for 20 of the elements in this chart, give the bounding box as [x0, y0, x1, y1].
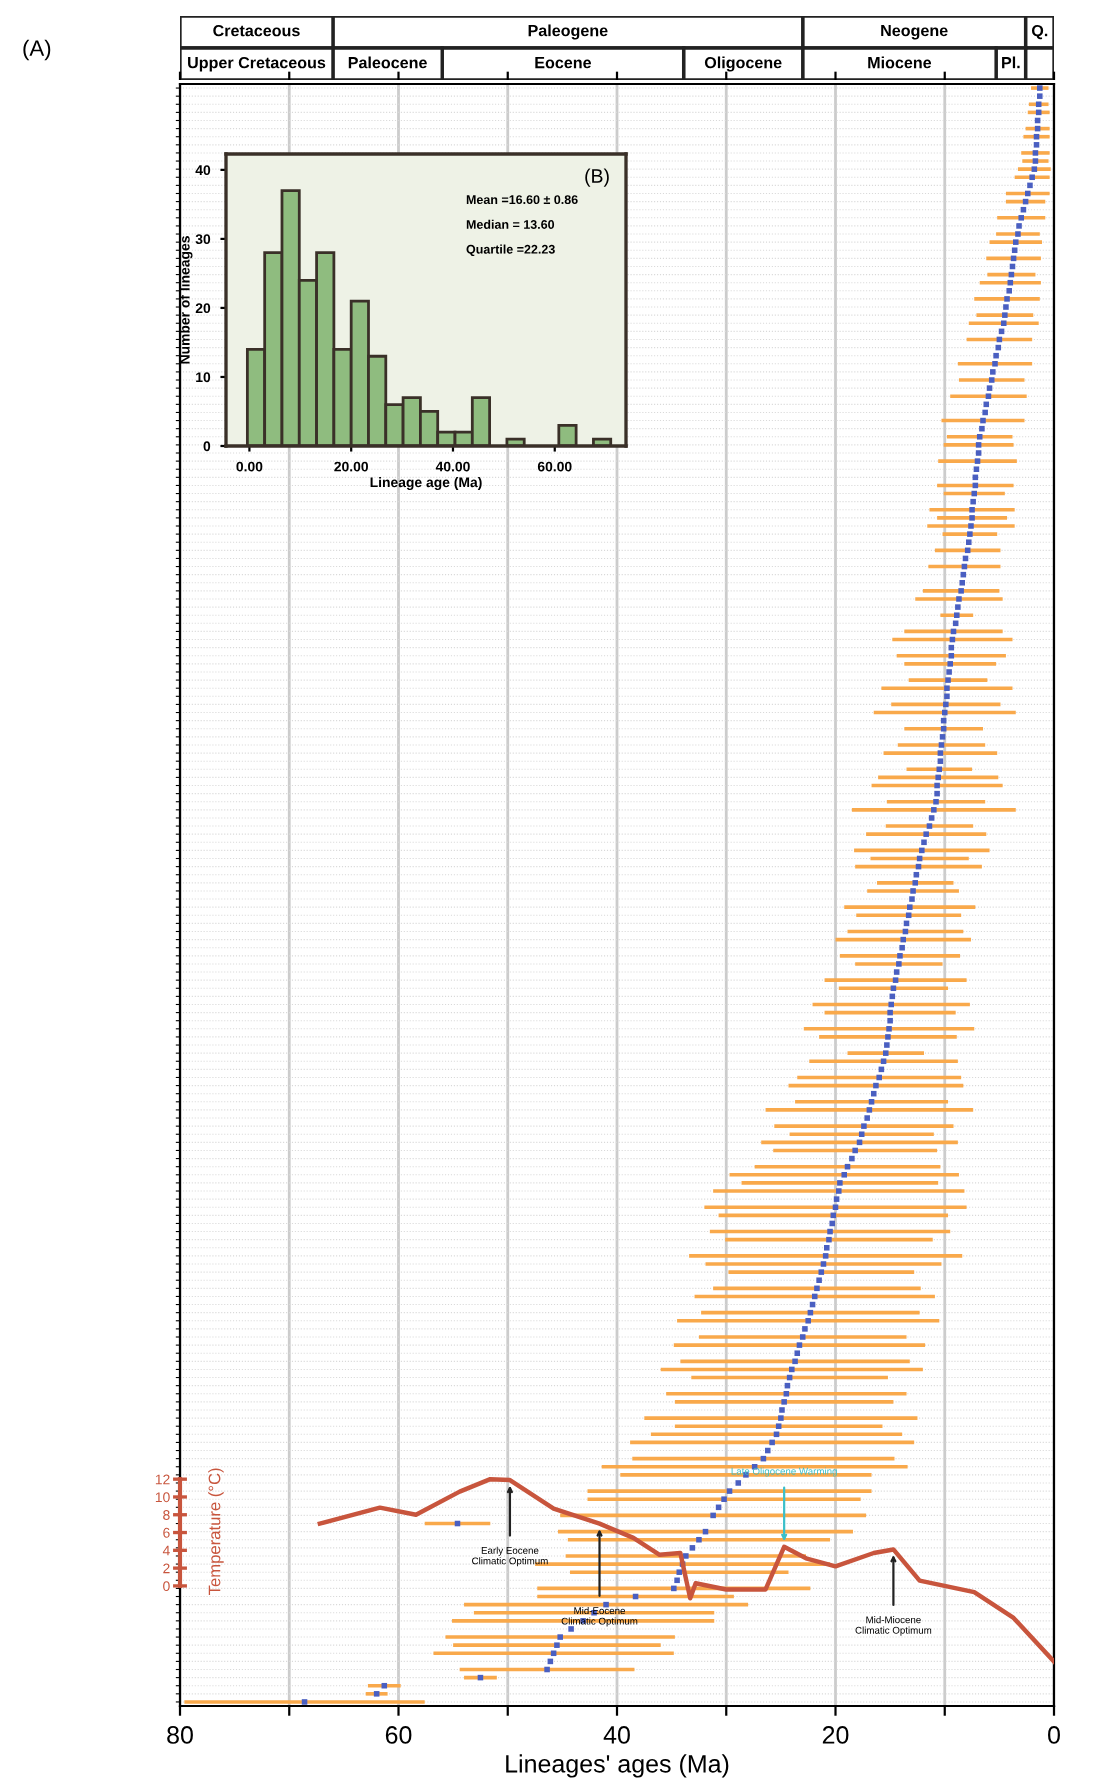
data-label: Upper Cretaceous [188, 56, 326, 72]
x-tick-label: 60 [385, 1726, 412, 1744]
annotation: (B) [585, 168, 609, 187]
data-label: Q. [1031, 24, 1048, 40]
line-series [317, 1476, 1054, 1664]
x-tick-label: 0 [1048, 1726, 1060, 1744]
data-label: Miocene [868, 56, 932, 69]
x-tick-label: 20 [822, 1726, 849, 1744]
data-label: Pl. [1002, 56, 1020, 69]
data-label: Cretaceous [213, 24, 300, 37]
data-label: Eocene [535, 57, 592, 69]
y-axis-title: Temperature (°C) [208, 1468, 224, 1595]
text: (A) [23, 39, 51, 61]
data-label: Neogene [881, 25, 948, 40]
x-axis-title: Lineages' ages (Ma) [506, 1754, 729, 1778]
data-label: Paleogene [528, 24, 608, 40]
data-label: Oligocene [704, 56, 782, 72]
data-label: Paleocene [348, 56, 427, 69]
x-tick-label: 40 [603, 1726, 630, 1744]
x-tick-label: 80 [167, 1726, 193, 1744]
